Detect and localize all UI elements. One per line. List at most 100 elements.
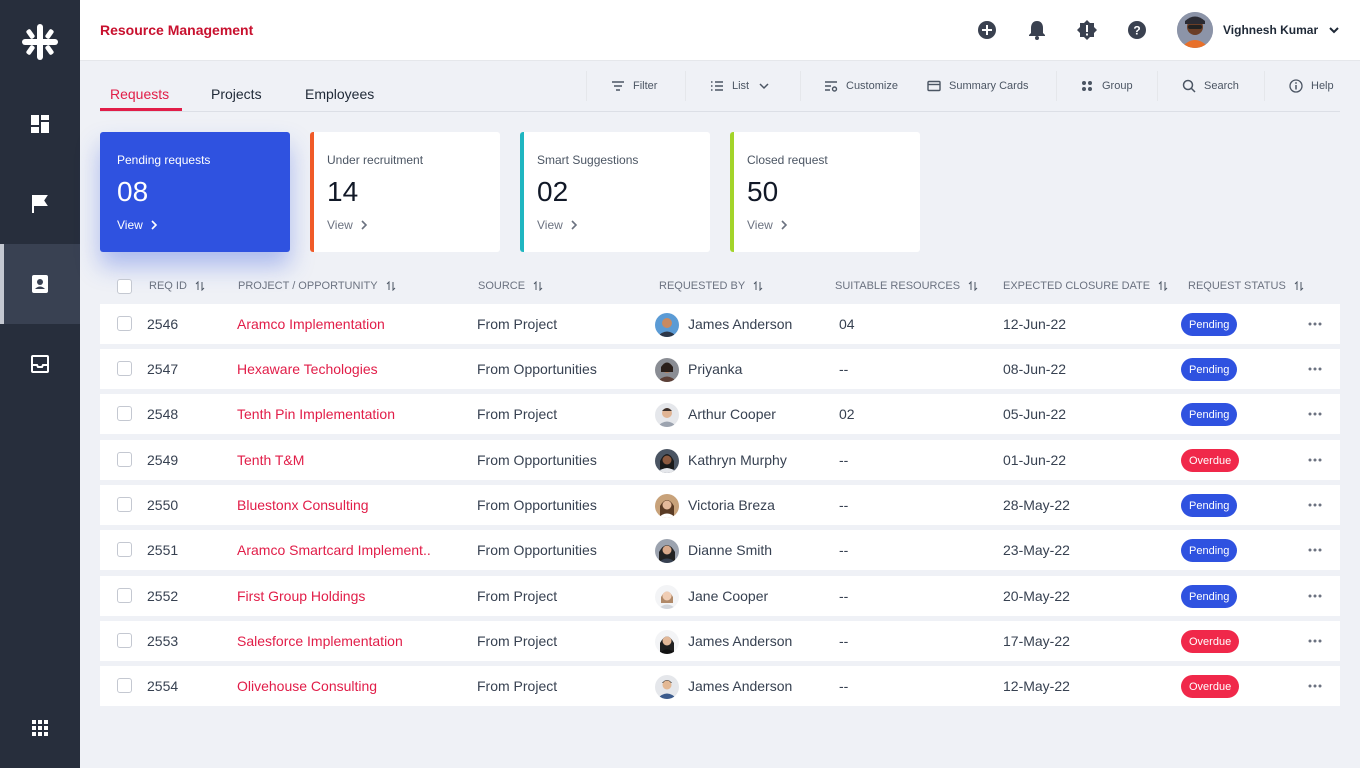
more-options-icon[interactable]: [1307, 406, 1323, 422]
row-checkbox[interactable]: [117, 542, 132, 557]
sidebar-item-inbox[interactable]: [0, 324, 80, 404]
row-checkbox[interactable]: [117, 678, 132, 693]
tab-requests[interactable]: Requests: [110, 86, 170, 102]
suitable-resources: --: [839, 361, 849, 377]
inbox-icon: [31, 355, 49, 373]
active-tab-indicator: [100, 108, 182, 111]
summary-card-closed[interactable]: Closed request 50 View: [730, 132, 920, 252]
more-options-icon[interactable]: [1307, 316, 1323, 332]
more-options-icon[interactable]: [1307, 452, 1323, 468]
more-options-icon[interactable]: [1307, 588, 1323, 604]
app-logo[interactable]: [22, 24, 58, 60]
summary-card-pending[interactable]: Pending requests 08 View: [100, 132, 290, 252]
suitable-resources: --: [839, 678, 849, 694]
summary-card-recruitment[interactable]: Under recruitment 14 View: [310, 132, 500, 252]
customize-button[interactable]: Customize: [824, 73, 898, 99]
row-checkbox[interactable]: [117, 497, 132, 512]
table-row[interactable]: 2554 Olivehouse Consulting From Project …: [100, 666, 1340, 706]
row-checkbox[interactable]: [117, 588, 132, 603]
requested-by: Priyanka: [688, 361, 743, 377]
more-options-icon[interactable]: [1307, 497, 1323, 513]
apps-grid-icon: [32, 720, 48, 736]
card-view-link[interactable]: View: [747, 218, 789, 232]
toolbar-divider: [1157, 71, 1158, 101]
flag-icon: [32, 195, 48, 213]
suitable-resources: --: [839, 452, 849, 468]
status-badge: Overdue: [1181, 675, 1240, 698]
table-row[interactable]: 2551 Aramco Smartcard Implement.. From O…: [100, 530, 1340, 570]
list-view-dropdown[interactable]: List: [710, 73, 771, 99]
source: From Project: [477, 316, 558, 332]
project-link[interactable]: Tenth Pin Implementation: [237, 406, 395, 422]
row-checkbox[interactable]: [117, 361, 132, 376]
more-options-icon[interactable]: [1307, 633, 1323, 649]
sidebar-item-apps[interactable]: [0, 688, 80, 768]
requester-avatar: [655, 449, 679, 473]
project-link[interactable]: Salesforce Implementation: [237, 633, 403, 649]
info-icon: [1289, 79, 1303, 93]
tab-employees[interactable]: Employees: [305, 86, 375, 102]
project-link[interactable]: Aramco Smartcard Implement..: [237, 542, 431, 558]
tab-projects[interactable]: Projects: [211, 86, 262, 102]
group-button[interactable]: Group: [1080, 73, 1133, 99]
more-options-icon[interactable]: [1307, 361, 1323, 377]
more-options-icon[interactable]: [1307, 678, 1323, 694]
sidebar-item-flag[interactable]: [0, 164, 80, 244]
alert-badge-icon[interactable]: [1077, 20, 1097, 40]
row-checkbox[interactable]: [117, 406, 132, 421]
source: From Project: [477, 633, 558, 649]
select-all-checkbox[interactable]: [117, 279, 132, 294]
table-row[interactable]: 2553 Salesforce Implementation From Proj…: [100, 621, 1340, 661]
summary-cards-button[interactable]: Summary Cards: [927, 73, 1028, 99]
summary-card-smart-suggestions[interactable]: Smart Suggestions 02 View: [520, 132, 710, 252]
table-row[interactable]: 2548 Tenth Pin Implementation From Proje…: [100, 394, 1340, 434]
status-badge: Pending: [1181, 403, 1238, 426]
user-avatar[interactable]: [1177, 12, 1213, 48]
column-header-suitable-resources[interactable]: SUITABLE RESOURCES: [835, 280, 978, 292]
table-row[interactable]: 2546 Aramco Implementation From Project …: [100, 304, 1340, 344]
sort-icon: [1158, 281, 1168, 291]
project-link[interactable]: First Group Holdings: [237, 588, 366, 604]
row-checkbox[interactable]: [117, 316, 132, 331]
card-view-link[interactable]: View: [537, 218, 579, 232]
table-row[interactable]: 2547 Hexaware Techologies From Opportuni…: [100, 349, 1340, 389]
column-header-closure-date[interactable]: EXPECTED CLOSURE DATE: [1003, 280, 1168, 292]
table-row[interactable]: 2550 Bluestonx Consulting From Opportuni…: [100, 485, 1340, 525]
status-badge: Pending: [1181, 494, 1238, 517]
column-header-source[interactable]: SOURCE: [478, 280, 543, 292]
chevron-right-icon: [151, 220, 157, 230]
card-view-link[interactable]: View: [327, 218, 369, 232]
project-link[interactable]: Bluestonx Consulting: [237, 497, 369, 513]
column-header-req-id[interactable]: REQ ID: [149, 280, 205, 292]
help-button[interactable]: Help: [1289, 73, 1334, 99]
project-link[interactable]: Hexaware Techologies: [237, 361, 378, 377]
user-name[interactable]: Vighnesh Kumar: [1223, 23, 1319, 37]
add-icon[interactable]: [977, 20, 997, 40]
source: From Opportunities: [477, 542, 597, 558]
more-options-icon[interactable]: [1307, 542, 1323, 558]
card-view-link[interactable]: View: [117, 218, 159, 232]
req-id: 2547: [147, 361, 179, 377]
project-link[interactable]: Aramco Implementation: [237, 316, 385, 332]
project-link[interactable]: Olivehouse Consulting: [237, 678, 378, 694]
column-header-requested-by[interactable]: REQUESTED BY: [659, 280, 763, 292]
column-header-status[interactable]: REQUEST STATUS: [1188, 280, 1304, 292]
req-id: 2551: [147, 542, 179, 558]
help-circle-icon[interactable]: ?: [1127, 20, 1147, 40]
row-checkbox[interactable]: [117, 452, 132, 467]
customize-label: Customize: [846, 80, 898, 92]
column-header-project[interactable]: PROJECT / OPPORTUNITY: [238, 280, 396, 292]
table-row[interactable]: 2552 First Group Holdings From Project J…: [100, 576, 1340, 616]
sidebar-item-dashboard[interactable]: [0, 84, 80, 164]
notification-bell-icon[interactable]: [1027, 20, 1047, 40]
search-button[interactable]: Search: [1182, 73, 1239, 99]
project-link[interactable]: Tenth T&M: [237, 452, 305, 468]
status-badge: Pending: [1181, 313, 1238, 336]
row-checkbox[interactable]: [117, 633, 132, 648]
filter-button[interactable]: Filter: [611, 73, 657, 99]
chevron-down-icon[interactable]: [1328, 24, 1340, 36]
status-badge: Overdue: [1181, 449, 1240, 472]
sidebar-item-resources[interactable]: [0, 244, 80, 324]
table-row[interactable]: 2549 Tenth T&M From Opportunities Kathry…: [100, 440, 1340, 480]
suitable-resources: --: [839, 497, 849, 513]
